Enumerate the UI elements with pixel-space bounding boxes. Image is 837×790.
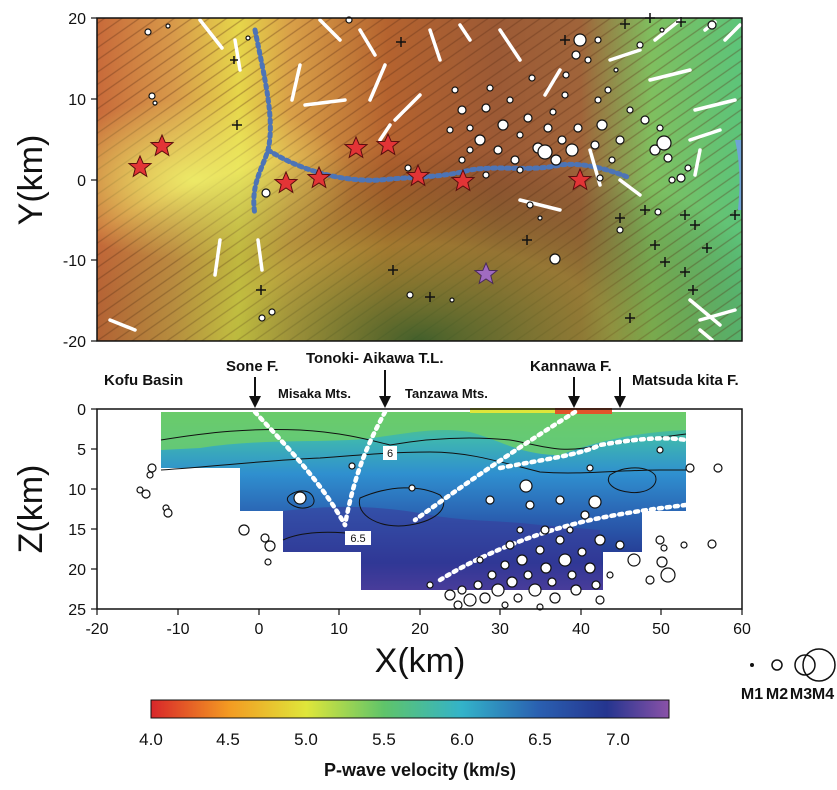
colorbar-tick-labels: 4.0 4.5 5.0 5.5 6.0 6.5 7.0 xyxy=(139,730,630,749)
map-y-tick-labels: 20 10 0 -10 -20 xyxy=(63,11,86,351)
colorbar-gradient xyxy=(150,699,670,719)
colorbar-title: P-wave velocity (km/s) xyxy=(324,760,516,780)
contour-label: 6 xyxy=(387,448,393,460)
map-y-axis-title: Y(km) xyxy=(12,135,50,226)
tick-label: 0 xyxy=(255,621,264,638)
x-tick-labels: -20 -10 0 10 20 30 40 50 60 xyxy=(85,621,751,638)
map-plus-markers xyxy=(230,13,740,323)
colorbar: 4.0 4.5 5.0 5.5 6.0 6.5 7.0 P-wave veloc… xyxy=(139,699,670,780)
tick-label: 20 xyxy=(68,11,86,28)
contour-label-boxes xyxy=(345,446,397,545)
tick-label: 50 xyxy=(652,621,670,638)
m1-circle-icon xyxy=(750,663,754,667)
cross-section-panel: 6 6.5 xyxy=(12,402,751,680)
colorbar-tick: 7.0 xyxy=(606,730,630,749)
tick-label: -20 xyxy=(85,621,108,638)
tick-label: 5 xyxy=(77,442,86,459)
colorbar-tick: 5.0 xyxy=(294,730,318,749)
magnitude-legend: M1 M2 M3 M4 xyxy=(741,648,836,703)
colorbar-tick: 4.0 xyxy=(139,730,163,749)
x-axis-title: X(km) xyxy=(375,642,466,680)
mag-label: M4 xyxy=(812,686,834,703)
tick-label: -10 xyxy=(166,621,189,638)
hypocenters xyxy=(136,446,723,611)
fault-traces xyxy=(252,409,689,583)
contour-label: 6.5 xyxy=(350,533,365,545)
tick-label: 10 xyxy=(68,92,86,109)
colorbar-tick: 4.5 xyxy=(216,730,240,749)
mag-label: M2 xyxy=(766,686,788,703)
colorbar-tick: 6.5 xyxy=(528,730,552,749)
z-tick-labels: 0 5 10 15 20 25 xyxy=(68,402,86,619)
map-panel: 20 10 0 -10 -20 Y(km) xyxy=(12,11,743,351)
colorbar-tick: 6.0 xyxy=(450,730,474,749)
label-sone-fault: Sone F. xyxy=(226,358,279,375)
label-tonoki-aikawa: Tonoki- Aikawa T.L. xyxy=(306,350,444,367)
tectonic-boundary-line xyxy=(251,27,633,218)
map-y-ticks xyxy=(91,17,97,342)
label-misaka-mts: Misaka Mts. xyxy=(278,386,351,401)
colorbar-tick: 5.5 xyxy=(372,730,396,749)
annotations: Kofu Basin Sone F. Tonoki- Aikawa T.L. K… xyxy=(104,350,739,408)
tick-label: 15 xyxy=(68,522,86,539)
z-ticks xyxy=(91,408,97,610)
deep-high-velocity xyxy=(283,506,603,590)
tick-label: 0 xyxy=(77,173,86,190)
fault-lines xyxy=(108,18,742,342)
tick-label: -20 xyxy=(63,334,86,351)
tick-label: 20 xyxy=(68,562,86,579)
m2-circle-icon xyxy=(771,659,783,671)
tick-label: -10 xyxy=(63,253,86,270)
tick-label: 60 xyxy=(733,621,751,638)
m4-circle-icon xyxy=(802,648,836,682)
tick-label: 0 xyxy=(77,402,86,419)
label-kofu-basin: Kofu Basin xyxy=(104,372,183,389)
tick-label: 10 xyxy=(68,482,86,499)
bay-water xyxy=(735,140,742,210)
tick-label: 25 xyxy=(68,602,86,619)
tick-label: 40 xyxy=(572,621,590,638)
m3-circle-icon xyxy=(794,654,816,676)
map-earthquakes xyxy=(144,16,717,322)
mag-label: M3 xyxy=(790,686,812,703)
tick-label: 30 xyxy=(491,621,509,638)
mag-label: M1 xyxy=(741,686,763,703)
label-tanzawa-mts: Tanzawa Mts. xyxy=(405,386,488,401)
tick-label: 10 xyxy=(330,621,348,638)
tick-label: 20 xyxy=(411,621,429,638)
down-arrow-icons xyxy=(249,370,626,408)
label-kannawa-fault: Kannawa F. xyxy=(530,358,612,375)
z-axis-title: Z(km) xyxy=(12,465,50,554)
label-matsuda-kita: Matsuda kita F. xyxy=(632,372,739,389)
x-ticks xyxy=(96,609,743,615)
